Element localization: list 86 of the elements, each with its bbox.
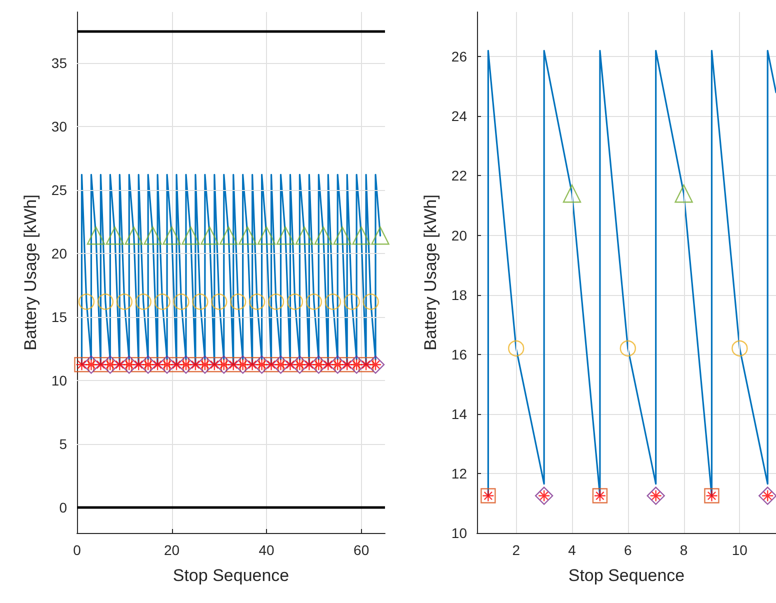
point [257, 226, 276, 245]
point [272, 356, 290, 374]
x-tick-label: 4 [568, 542, 576, 558]
point [138, 356, 158, 374]
point [758, 486, 776, 505]
point [200, 226, 219, 245]
x-tick-label: 2 [512, 542, 520, 558]
point [306, 294, 322, 310]
point [154, 294, 170, 310]
y-tick-label: 30 [51, 118, 68, 134]
point [352, 226, 370, 245]
point [214, 356, 233, 374]
point [620, 340, 636, 357]
y-tick-label: 26 [451, 48, 468, 65]
point [176, 356, 196, 374]
x-tick-label: 60 [354, 542, 370, 558]
x-tick-label: 8 [680, 542, 688, 558]
point [276, 226, 295, 245]
y-tick-label: 5 [59, 436, 68, 452]
y-tick-label: 14 [451, 406, 468, 422]
y-tick-label: 15 [51, 308, 68, 325]
point [328, 356, 347, 374]
point [674, 184, 693, 203]
x-tick-label: 20 [164, 542, 180, 558]
point [238, 226, 257, 245]
x-tick-label: 10 [732, 542, 748, 558]
point [116, 294, 132, 310]
point [324, 294, 341, 310]
point [646, 486, 665, 505]
point [192, 294, 208, 310]
y-tick-label: 16 [451, 346, 468, 362]
point [508, 340, 524, 357]
y-tick-label: 10 [451, 525, 468, 541]
y-axis-title: Battery Usage [kWh] [421, 194, 440, 350]
y-tick-label: 35 [51, 54, 68, 71]
y-tick-label: 0 [59, 500, 68, 516]
point [295, 226, 314, 245]
point [211, 294, 228, 310]
point [248, 294, 266, 310]
x-axis-title: Stop Sequence [568, 566, 685, 585]
point [310, 356, 328, 374]
point [562, 184, 582, 203]
point [286, 294, 304, 310]
x-tick-label: 6 [624, 542, 632, 558]
y-tick-label: 22 [451, 168, 468, 184]
point [230, 294, 246, 310]
point [86, 226, 106, 245]
y-tick-label: 18 [451, 286, 468, 303]
y-tick-label: 25 [51, 182, 68, 198]
x-tick-label: 40 [258, 542, 275, 558]
point [252, 356, 271, 374]
y-tick-label: 24 [451, 108, 468, 124]
point [124, 226, 143, 245]
point [347, 356, 366, 374]
point [162, 226, 181, 245]
y-tick-label: 20 [51, 245, 68, 262]
point [333, 226, 352, 245]
point [182, 226, 200, 245]
point [173, 294, 190, 310]
y-axis-title: Battery Usage [kWh] [21, 194, 40, 350]
point [120, 356, 138, 374]
point [220, 226, 238, 245]
x-tick-label: 0 [73, 542, 82, 558]
point [97, 294, 114, 310]
point [534, 486, 554, 505]
point [371, 226, 390, 245]
y-tick-label: 20 [451, 227, 468, 244]
x-axis-title: Stop Sequence [172, 566, 290, 585]
y-tick-label: 10 [51, 372, 68, 389]
point [268, 294, 284, 310]
point [135, 294, 152, 310]
point [290, 356, 309, 374]
point [106, 226, 124, 245]
point [362, 294, 379, 310]
point [101, 356, 120, 374]
point [366, 356, 385, 374]
point [158, 356, 176, 374]
point [82, 356, 100, 374]
y-tick-label: 12 [451, 465, 468, 482]
point [144, 226, 162, 245]
point [234, 356, 252, 374]
point [344, 294, 360, 310]
point [314, 226, 332, 245]
point [196, 356, 214, 374]
point [732, 340, 748, 357]
point [78, 294, 95, 310]
